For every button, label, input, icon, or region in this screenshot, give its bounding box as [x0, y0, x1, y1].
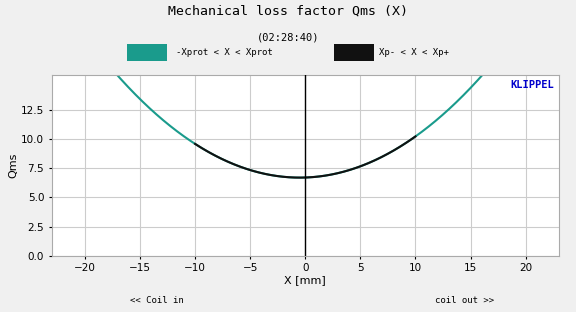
Text: Mechanical loss factor Qms (X): Mechanical loss factor Qms (X) [168, 5, 408, 18]
Text: KLIPPEL: KLIPPEL [510, 80, 554, 90]
Text: -Xprot < X < Xprot: -Xprot < X < Xprot [176, 48, 272, 57]
Y-axis label: Qms: Qms [8, 153, 18, 178]
X-axis label: X [mm]: X [mm] [285, 275, 326, 285]
Text: Xp- < X < Xp+: Xp- < X < Xp+ [379, 48, 449, 57]
Text: << Coil in: << Coil in [130, 296, 183, 305]
Text: (02:28:40): (02:28:40) [257, 33, 319, 43]
Text: coil out >>: coil out >> [435, 296, 495, 305]
